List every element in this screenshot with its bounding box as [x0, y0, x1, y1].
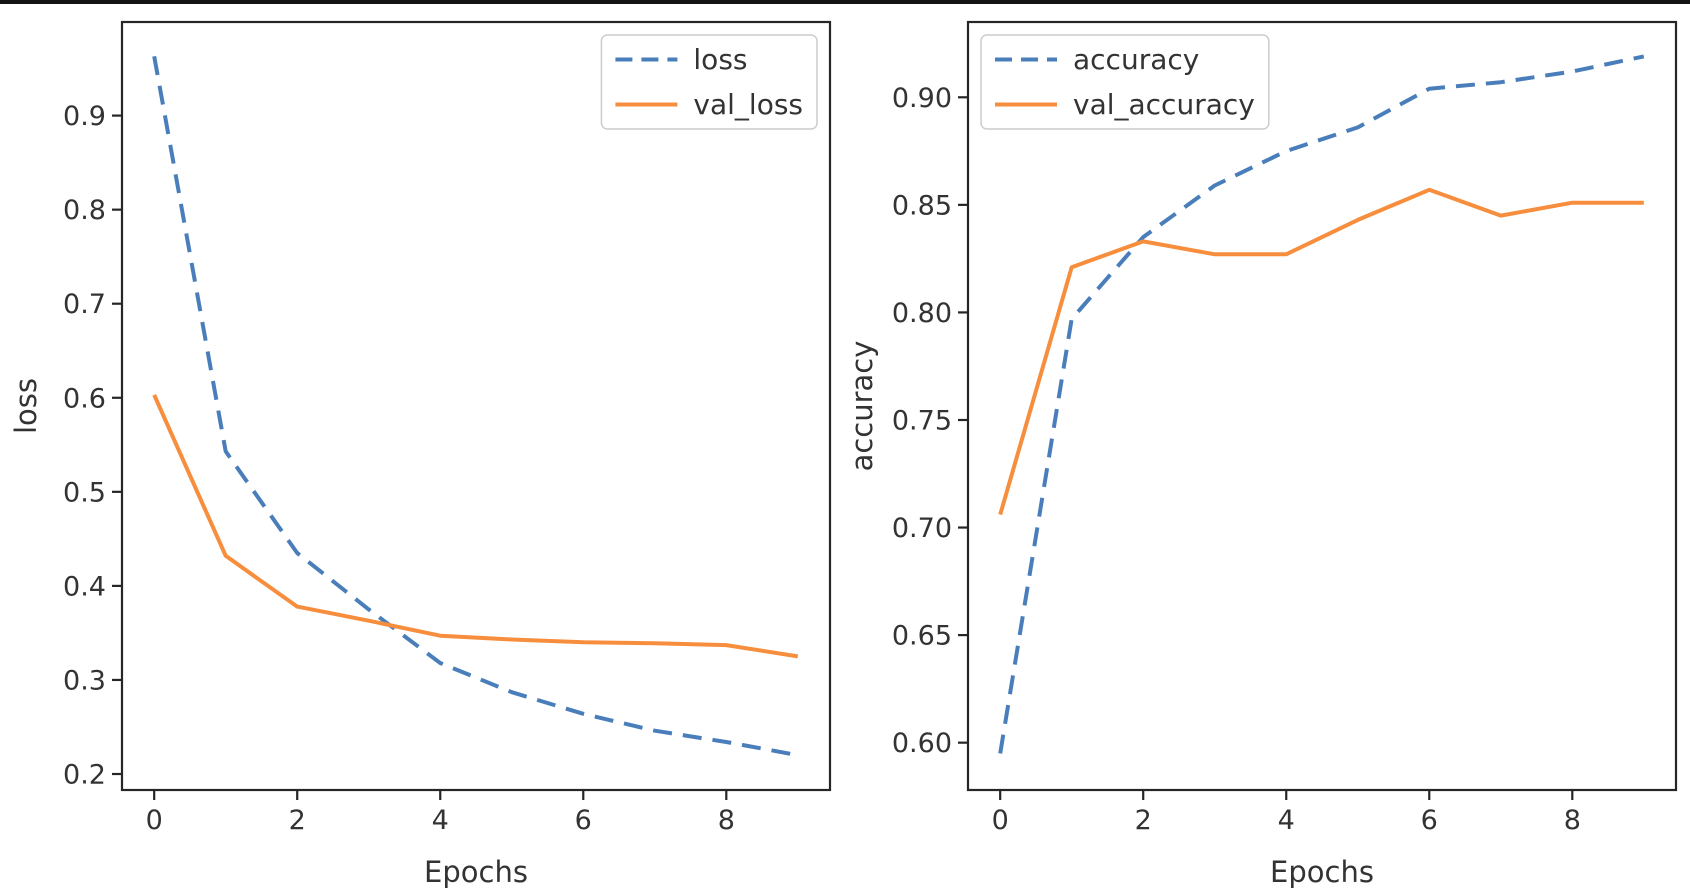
screenshot-top-edge	[0, 0, 1690, 4]
series-line-val_loss	[152, 394, 799, 659]
axes-frame	[120, 20, 832, 792]
y-tick-label: 0.3	[63, 665, 106, 696]
x-axis-label: Epochs	[424, 855, 528, 889]
y-tick-label: 0.6	[63, 383, 106, 414]
y-tick-label: 0.4	[63, 571, 106, 602]
y-tick-label: 0.75	[892, 405, 952, 436]
y-tick-label: 0.70	[892, 513, 952, 544]
y-tick-label: 0.7	[63, 289, 106, 320]
axes-frame	[966, 20, 1678, 792]
y-tick-label: 0.85	[892, 190, 952, 221]
series-line-accuracy	[998, 54, 1645, 754]
x-tick-label: 0	[146, 805, 163, 836]
accuracy-subplot: 0 2 4 6 8 0.60 0.65 0.70 0.75 0.80 0.85 0.90 Epochs a…	[845, 20, 1678, 889]
legend-label-val_loss: val_loss	[693, 88, 803, 121]
x-tick-label: 6	[575, 805, 592, 836]
y-tick-label: 0.65	[892, 621, 952, 652]
x-tick-label: 0	[992, 805, 1009, 836]
x-tick-label: 2	[289, 805, 306, 836]
x-tick-label: 6	[1421, 805, 1438, 836]
x-tick-label: 8	[1564, 805, 1581, 836]
y-tick-label: 0.80	[892, 298, 952, 329]
y-tick-label: 0.9	[63, 101, 106, 132]
legend: loss val_loss	[600, 34, 818, 130]
x-tick-label: 4	[432, 805, 449, 836]
legend-label-val_accuracy: val_accuracy	[1073, 88, 1255, 121]
y-tick-label: 0.2	[63, 760, 106, 791]
legend: accuracy val_accuracy	[980, 34, 1270, 130]
y-tick-label: 0.5	[63, 477, 106, 508]
y-tick-label: 0.60	[892, 728, 952, 759]
x-tick-label: 8	[718, 805, 735, 836]
loss-subplot: 0 2 4 6 8 0.2 0.3 0.4 0.5 0.6 0.7 0.8 0.9 Epochs loss	[9, 20, 832, 889]
x-tick-label: 2	[1135, 805, 1152, 836]
series-line-val_accuracy	[998, 187, 1644, 516]
legend-label-accuracy: accuracy	[1073, 43, 1199, 76]
legend-label-loss: loss	[693, 43, 747, 76]
y-tick-label: 0.8	[63, 195, 106, 226]
y-axis-label: accuracy	[845, 341, 879, 472]
x-tick-label: 4	[1278, 805, 1295, 836]
series-line-loss	[152, 55, 799, 758]
y-axis-label: loss	[9, 378, 43, 434]
y-tick-label: 0.90	[892, 83, 952, 114]
x-axis-label: Epochs	[1270, 855, 1374, 889]
